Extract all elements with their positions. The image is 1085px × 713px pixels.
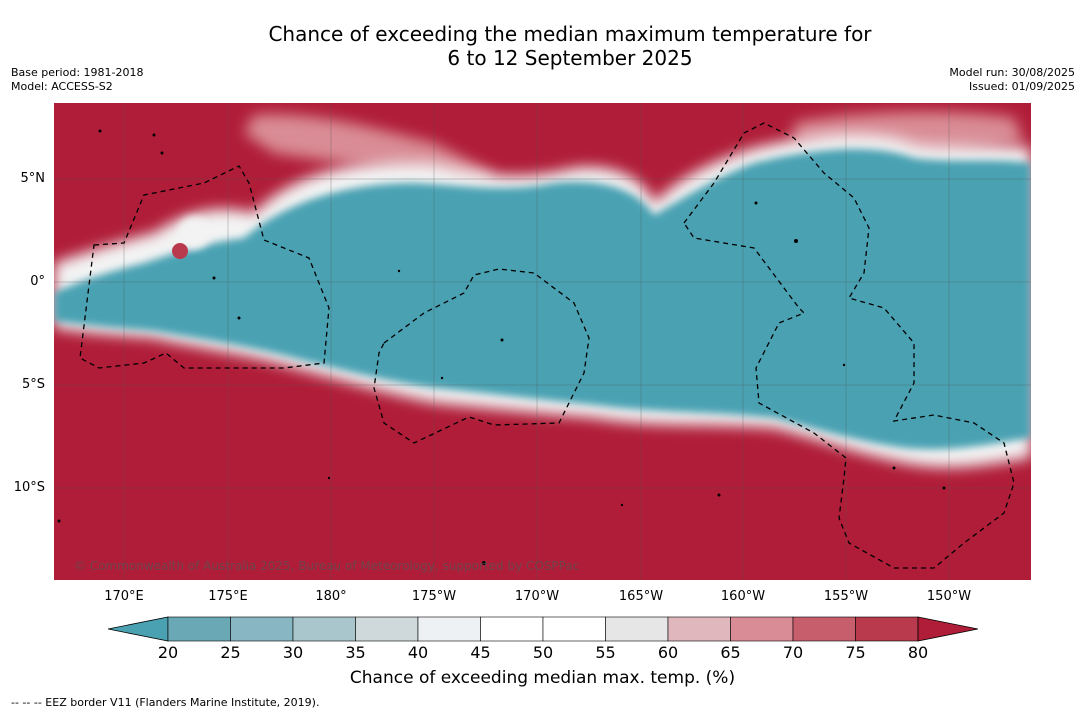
model-name: Model: ACCESS-S2 — [11, 80, 113, 93]
colorbar-tick-label: 65 — [720, 643, 741, 662]
lon-label-165w: 165°W — [618, 589, 664, 604]
lon-label-180: 180° — [315, 589, 347, 604]
white-patch-west — [178, 217, 210, 249]
title-line-1: Chance of exceeding the median maximum t… — [268, 22, 872, 46]
colorbar-tick-label: 25 — [220, 643, 241, 662]
lon-label-150w: 150°W — [926, 589, 972, 604]
eez-legend: -- -- -- EEZ border V11 (Flanders Marine… — [11, 696, 320, 709]
copyright-notice: © Commonwealth of Australia 2025, Bureau… — [74, 559, 580, 573]
colorbar-segment — [855, 616, 919, 642]
issued-date: Issued: 01/09/2025 — [968, 80, 1075, 93]
colorbar-tick-label: 70 — [782, 643, 804, 662]
colorbar-tick-label: 80 — [907, 643, 929, 662]
lat-label-5n: 5°N — [20, 171, 46, 186]
colorbar-tick-label: 30 — [282, 643, 304, 662]
lon-label-160w: 160°W — [720, 589, 766, 604]
eez-borders — [79, 122, 1015, 569]
colorbar-segment — [542, 616, 606, 642]
map-title: Chance of exceeding the median maximum t… — [0, 22, 1085, 70]
base-period: Base period: 1981-2018 — [11, 66, 144, 79]
colorbar — [108, 616, 978, 642]
colorbar-title: Chance of exceeding median max. temp. (%… — [349, 668, 736, 688]
lon-label-175e: 175°E — [208, 589, 248, 604]
graticule — [54, 103, 1031, 580]
colorbar-tick-label: 20 — [157, 643, 179, 662]
islands — [57, 129, 946, 565]
forecast-map — [54, 103, 1031, 580]
title-line-2: 6 to 12 September 2025 — [447, 46, 693, 70]
colorbar-segment — [605, 616, 669, 642]
colorbar-tick-label: 50 — [532, 643, 554, 662]
model-run: Model run: 30/08/2025 — [949, 66, 1075, 79]
lat-label-10s: 10°S — [13, 480, 45, 495]
colorbar-segment — [480, 616, 544, 642]
lon-label-155w: 155°W — [823, 589, 869, 604]
colorbar-tick-label: 55 — [595, 643, 616, 662]
colorbar-segment — [730, 616, 794, 642]
colorbar-segment — [292, 616, 356, 642]
meta-right: Model run: 30/08/2025 Issued: 01/09/2025 — [949, 66, 1075, 94]
colorbar-tick-label: 60 — [657, 643, 679, 662]
colorbar-segment — [230, 616, 294, 642]
red-spot-west — [172, 243, 188, 259]
colorbar-segment — [167, 616, 231, 642]
lon-label-170w: 170°W — [514, 589, 560, 604]
meta-left: Base period: 1981-2018 Model: ACCESS-S2 — [11, 66, 143, 94]
colorbar-tick-label: 75 — [845, 643, 866, 662]
colorbar-segment — [792, 616, 856, 642]
colorbar-high-extend — [917, 616, 978, 642]
lon-label-170e: 170°E — [104, 589, 144, 604]
lat-label-5s: 5°S — [21, 377, 45, 392]
colorbar-segment — [355, 616, 419, 642]
cool-region — [54, 148, 1031, 450]
colorbar-tick-label: 45 — [470, 643, 491, 662]
colorbar-low-extend — [108, 616, 169, 642]
colorbar-tick-label: 40 — [407, 643, 429, 662]
lon-label-175w: 175°W — [411, 589, 457, 604]
lat-label-0: 0° — [30, 274, 45, 289]
colorbar-segment — [667, 616, 731, 642]
colorbar-segment — [417, 616, 481, 642]
colorbar-tick-label: 35 — [345, 643, 366, 662]
